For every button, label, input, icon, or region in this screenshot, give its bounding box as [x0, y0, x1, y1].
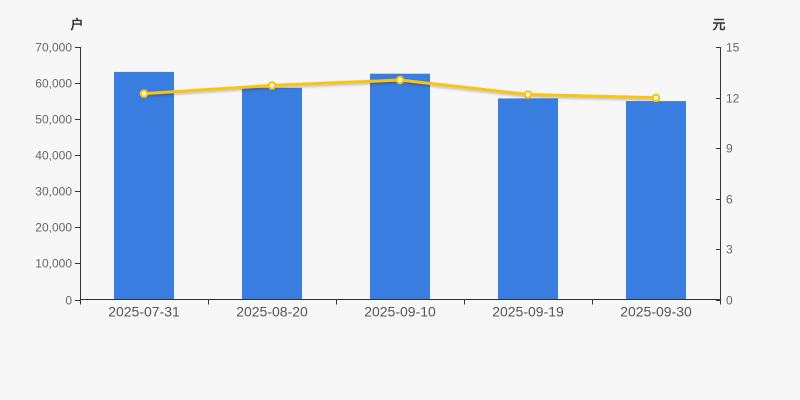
price-point-2025-08-20[interactable] — [267, 81, 277, 90]
price-point-2025-07-31[interactable] — [139, 89, 149, 98]
bar-2025-07-31[interactable] — [114, 71, 174, 300]
y-right-tick-label: 12 — [726, 92, 740, 106]
price-point-2025-09-30[interactable] — [651, 93, 661, 103]
y-right-tick-label: 9 — [726, 142, 733, 156]
bar-2025-08-20[interactable] — [242, 87, 302, 300]
price-point-2025-09-10[interactable] — [395, 75, 405, 85]
right-axis-unit: 元 — [712, 17, 726, 32]
y-left-tick-label: 50,000 — [35, 113, 72, 127]
y-left-tick-label: 70,000 — [35, 41, 72, 55]
y-right-tick-label: 15 — [726, 41, 740, 55]
y-right-tick-label: 0 — [726, 294, 733, 308]
left-axis-unit: 户 — [70, 17, 84, 32]
x-tick-label: 2025-09-30 — [620, 304, 692, 320]
bar-2025-09-10[interactable] — [370, 73, 430, 300]
bar-2025-09-30[interactable] — [626, 101, 686, 300]
x-tick-label: 2025-09-10 — [364, 304, 436, 320]
y-left-tick-label: 0 — [65, 294, 72, 308]
x-tick-label: 2025-09-19 — [492, 304, 564, 320]
y-left-tick-label: 20,000 — [35, 221, 72, 235]
y-left-tick-label: 30,000 — [35, 185, 72, 199]
bar-2025-09-19[interactable] — [498, 98, 558, 300]
y-right-tick-label: 3 — [726, 243, 733, 257]
y-left-tick-label: 40,000 — [35, 149, 72, 163]
y-left-tick-label: 60,000 — [35, 77, 72, 91]
x-tick-label: 2025-07-31 — [108, 304, 180, 320]
x-tick-label: 2025-08-20 — [236, 304, 308, 320]
y-right-tick-label: 6 — [726, 193, 733, 207]
y-left-tick-label: 10,000 — [35, 257, 72, 271]
price-point-2025-09-19[interactable] — [523, 90, 533, 99]
